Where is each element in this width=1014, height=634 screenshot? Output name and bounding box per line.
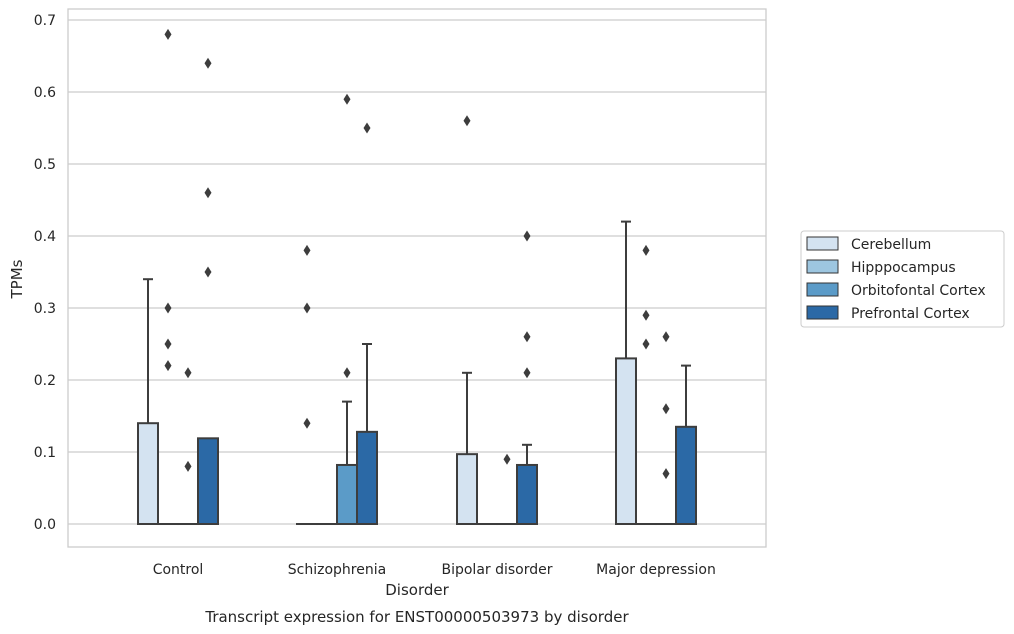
y-tick-label: 0.3: [34, 301, 56, 317]
legend-label: Cerebellum: [851, 237, 931, 253]
box: [356, 430, 378, 525]
chart-title: Transcript expression for ENST0000050397…: [204, 608, 629, 626]
y-tick-label: 0.1: [34, 445, 56, 461]
legend-swatch: [806, 236, 839, 251]
outlier-point: [343, 93, 351, 105]
box: [456, 453, 478, 525]
y-tick-label: 0.5: [34, 157, 56, 173]
outlier-point: [662, 403, 670, 415]
y-tick-label: 0.4: [34, 229, 56, 245]
x-tick-label: Schizophrenia: [288, 562, 386, 578]
box: [615, 357, 637, 525]
box: [137, 422, 159, 526]
legend-item: Prefrontal Cortex: [806, 305, 970, 322]
outlier-point: [184, 460, 192, 472]
box-group: [456, 371, 478, 525]
outlier-point: [343, 367, 351, 379]
outlier-point: [204, 266, 212, 278]
legend-swatch: [806, 282, 839, 297]
legend-label: Orbitofontal Cortex: [851, 283, 986, 299]
x-axis-label: Disorder: [385, 581, 449, 599]
boxes-layer: [137, 220, 697, 526]
outlier-point: [662, 468, 670, 480]
box: [336, 463, 358, 525]
outlier-point: [204, 187, 212, 199]
outlier-point: [184, 367, 192, 379]
outlier-point: [303, 302, 311, 314]
x-tick-label: Major depression: [596, 562, 716, 578]
y-tick-label: 0.7: [34, 13, 56, 29]
box-group: [137, 278, 159, 526]
x-tick-labels: Control Schizophrenia Bipolar disorder Majo…: [153, 562, 716, 578]
legend-item: Hipppocampus: [806, 259, 956, 276]
legend: Cerebellum Hipppocampus Orbitofontal Corte…: [800, 230, 1005, 328]
x-tick-label: Bipolar disorder: [441, 562, 552, 578]
legend-label: Hipppocampus: [851, 260, 956, 276]
box: [197, 437, 219, 526]
y-tick-label: 0.2: [34, 373, 56, 389]
legend-item: Cerebellum: [806, 236, 931, 253]
outlier-point: [642, 244, 650, 256]
y-tick-labels: 0.0 0.1 0.2 0.3 0.4 0.5 0.6 0.7: [34, 13, 56, 533]
plot-frame: [67, 8, 767, 548]
legend-frame: [800, 230, 1005, 328]
outlier-point: [463, 115, 471, 127]
outlier-point: [303, 417, 311, 429]
legend-swatch: [806, 305, 839, 320]
outlier-point: [204, 57, 212, 69]
outlier-point: [503, 453, 511, 465]
y-tick-label: 0.6: [34, 85, 56, 101]
outlier-point: [164, 360, 172, 372]
box-group: [516, 443, 538, 525]
legend-item: Orbitofontal Cortex: [806, 282, 986, 299]
box: [516, 463, 538, 525]
legend-swatch: [806, 259, 839, 274]
outlier-point: [164, 338, 172, 350]
outlier-point: [642, 309, 650, 321]
outlier-point: [523, 331, 531, 343]
outlier-point: [662, 331, 670, 343]
outlier-point: [523, 367, 531, 379]
outliers-layer: [164, 28, 670, 480]
outlier-point: [363, 122, 371, 134]
gridlines: [68, 19, 766, 525]
box-group: [356, 343, 378, 525]
outlier-point: [164, 302, 172, 314]
box-group: [197, 437, 219, 526]
legend-label: Prefrontal Cortex: [851, 306, 970, 322]
outlier-point: [642, 338, 650, 350]
box-group: [675, 364, 697, 525]
y-tick-label: 0.0: [34, 517, 56, 533]
outlier-point: [303, 244, 311, 256]
legend-items: Cerebellum Hipppocampus Orbitofontal Corte…: [806, 236, 986, 322]
x-tick-label: Control: [153, 562, 204, 578]
box-group: [336, 400, 358, 525]
box-group: [615, 220, 637, 525]
outlier-point: [523, 230, 531, 242]
box: [675, 425, 697, 525]
y-axis-label: TPMs: [8, 259, 26, 299]
outlier-point: [164, 28, 172, 40]
